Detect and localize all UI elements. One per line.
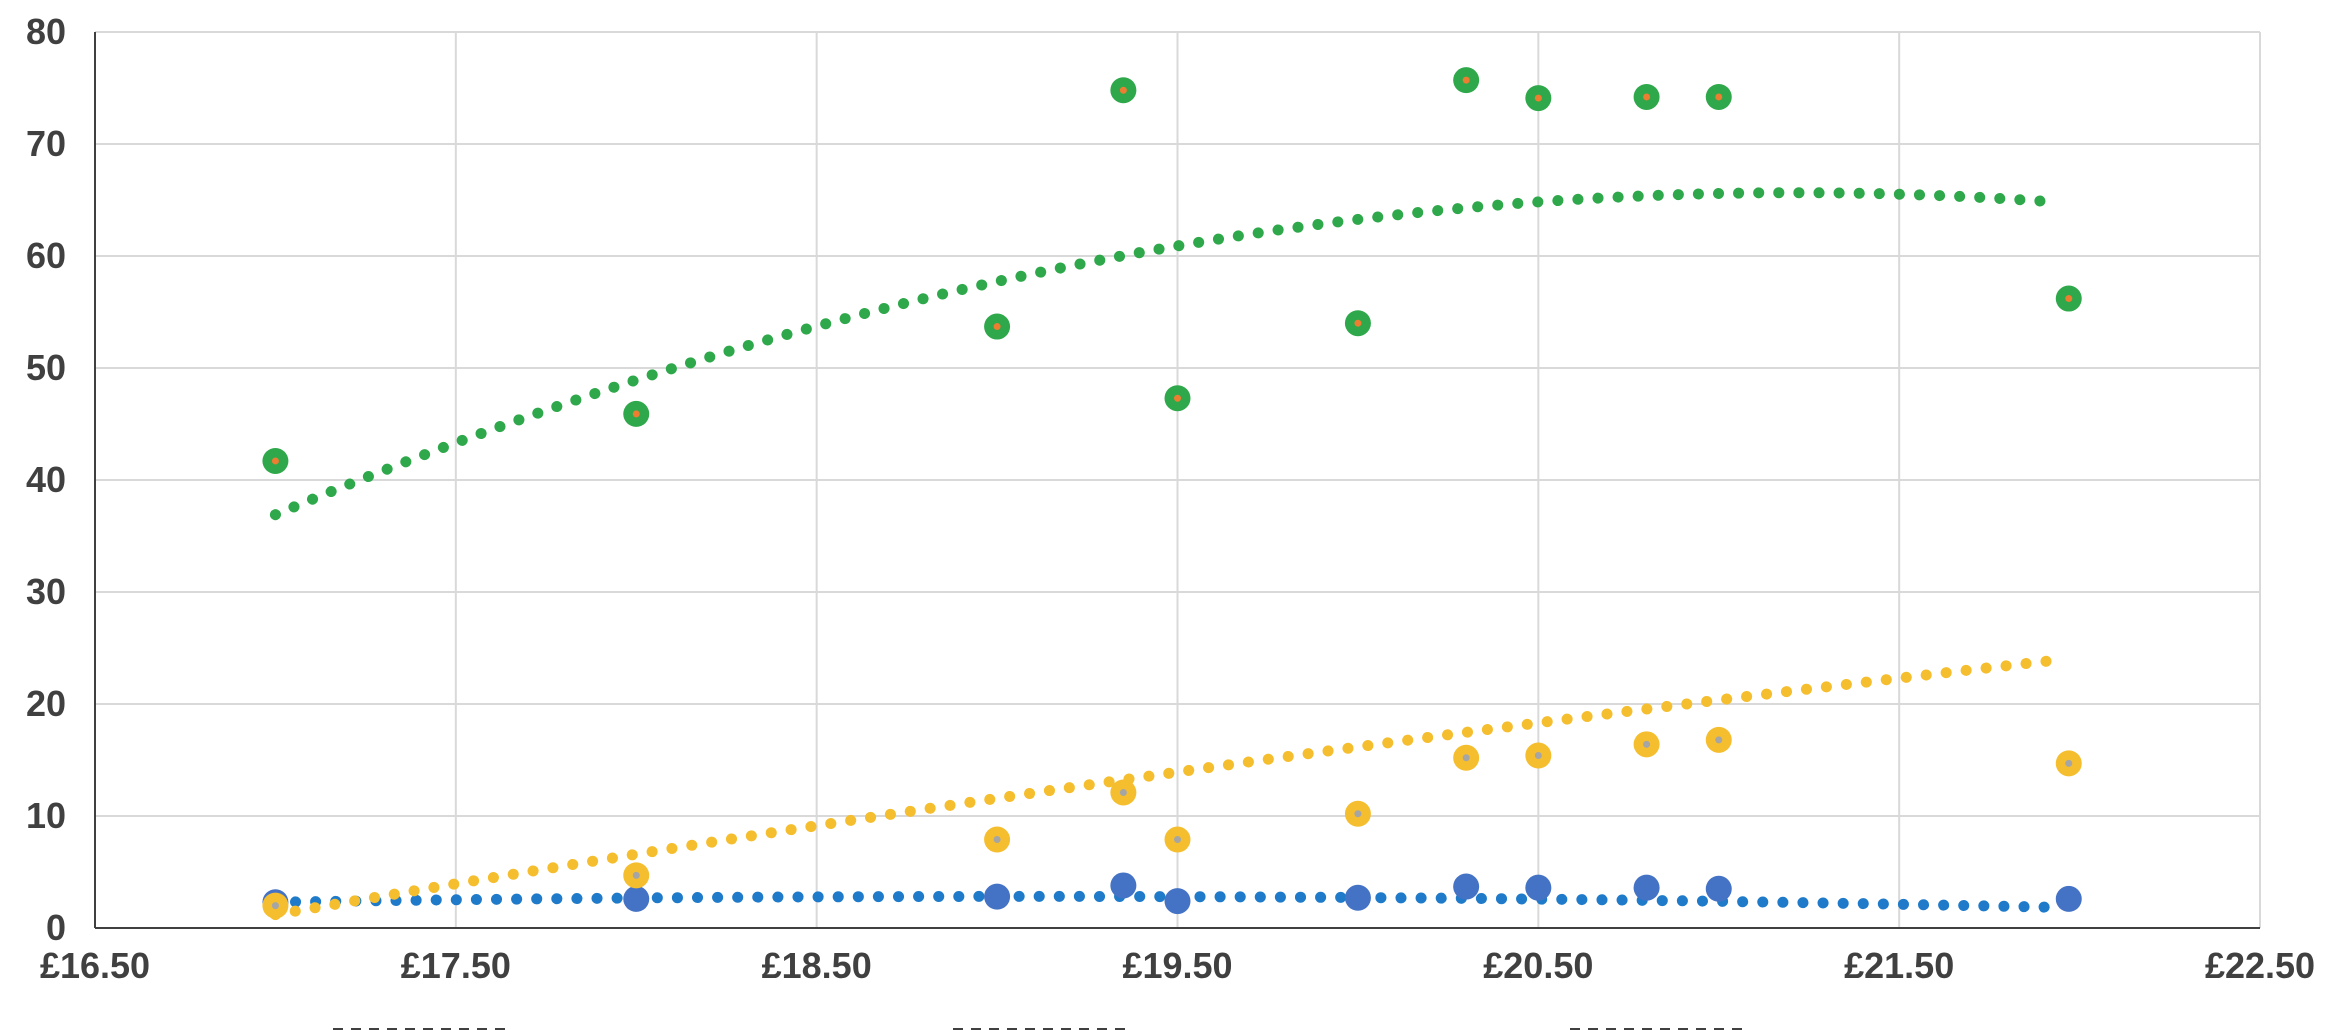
y-tick-label: 50	[26, 347, 66, 388]
y-tick-label: 30	[26, 571, 66, 612]
data-point-center	[1462, 76, 1470, 84]
data-point-center	[1354, 894, 1362, 902]
data-point-center	[993, 893, 1001, 901]
axes	[94, 32, 2260, 929]
data-point-center	[993, 323, 1001, 331]
data-point-center	[1462, 754, 1470, 762]
x-tick-label: £22.50	[2205, 945, 2315, 986]
data-point-center	[271, 457, 279, 465]
data-point-center	[1119, 881, 1127, 889]
y-tick-label: 60	[26, 235, 66, 276]
data-point-center	[271, 902, 279, 910]
data-point-center	[1534, 94, 1542, 102]
y-tick-label: 80	[26, 11, 66, 52]
data-point-center	[1715, 736, 1723, 744]
x-tick-label: £20.50	[1483, 945, 1593, 986]
data-point-center	[1174, 394, 1181, 402]
data-point-center	[632, 410, 640, 418]
data-point-center	[1354, 810, 1362, 818]
data-point-center	[2065, 895, 2073, 903]
data-point-center	[1174, 897, 1181, 905]
data-point-center	[1534, 884, 1542, 892]
trendlines	[269, 187, 2064, 921]
trendline-series-3	[269, 654, 2064, 921]
y-tick-label: 70	[26, 123, 66, 164]
data-point-center	[632, 871, 640, 879]
data-point-center	[1643, 93, 1651, 101]
y-tick-label: 40	[26, 459, 66, 500]
data-point-center	[2065, 759, 2073, 767]
x-tick-label: £16.50	[40, 945, 150, 986]
tick-labels: 0 10 20 30 40 50 60 70 80 £16.50 £17.50 £18.50 £19.5…	[26, 11, 2315, 986]
data-point-center	[2065, 295, 2073, 303]
gridlines	[95, 31, 2261, 928]
data-point-center	[1354, 319, 1362, 327]
data-points	[262, 67, 2082, 919]
data-point-center	[993, 836, 1001, 844]
data-point-center	[1534, 752, 1542, 760]
y-tick-label: 10	[26, 795, 66, 836]
trendline-series-2	[269, 187, 2064, 521]
x-tick-label: £21.50	[1844, 945, 1954, 986]
data-point-center	[1715, 885, 1723, 893]
data-point-center	[1462, 883, 1470, 891]
y-tick-label: 20	[26, 683, 66, 724]
data-point-center	[1715, 93, 1723, 101]
x-tick-label: £17.50	[401, 945, 511, 986]
x-tick-label: £18.50	[762, 945, 872, 986]
data-point-center	[1643, 884, 1651, 892]
trendline-series-1	[269, 890, 2064, 913]
y-tick-label: 0	[46, 907, 66, 948]
data-point-center	[1643, 740, 1651, 748]
x-tick-label: £19.50	[1122, 945, 1232, 986]
data-point-center	[1119, 86, 1127, 94]
data-point-center	[1174, 836, 1181, 844]
data-point-center	[1119, 788, 1127, 796]
data-point-center	[632, 895, 640, 903]
